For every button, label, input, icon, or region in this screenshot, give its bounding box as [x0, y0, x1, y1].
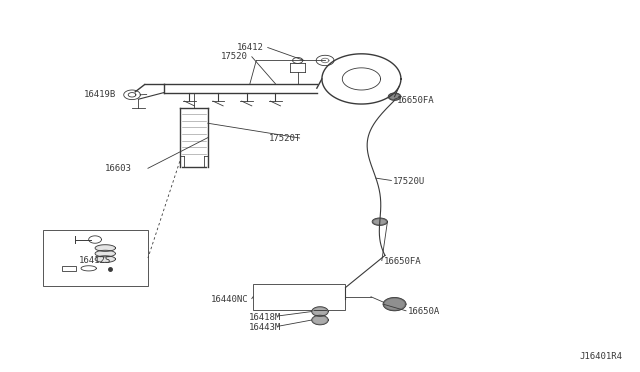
Text: 16650FA: 16650FA — [396, 96, 434, 105]
Bar — [253, 284, 346, 310]
Bar — [62, 266, 76, 271]
Text: 16443M: 16443M — [248, 323, 281, 331]
Polygon shape — [384, 298, 405, 310]
Polygon shape — [96, 245, 115, 251]
Polygon shape — [312, 315, 328, 324]
Polygon shape — [372, 218, 387, 225]
Text: 17520: 17520 — [221, 52, 248, 61]
Text: J16401R4: J16401R4 — [580, 352, 623, 361]
Text: 16650FA: 16650FA — [384, 257, 421, 266]
Text: 16650A: 16650A — [408, 307, 440, 316]
Text: 16603: 16603 — [105, 164, 132, 173]
Polygon shape — [389, 93, 400, 100]
Bar — [43, 230, 148, 286]
Polygon shape — [96, 251, 115, 257]
Text: 17520T: 17520T — [269, 134, 301, 143]
Text: 16412S: 16412S — [79, 256, 111, 265]
Text: 16412: 16412 — [237, 43, 264, 52]
Polygon shape — [96, 256, 115, 262]
Text: 16419B: 16419B — [84, 90, 116, 99]
Text: 17520U: 17520U — [394, 177, 426, 186]
Text: 16418M: 16418M — [248, 312, 281, 321]
Polygon shape — [312, 307, 328, 316]
Text: 16440NC: 16440NC — [211, 295, 248, 304]
